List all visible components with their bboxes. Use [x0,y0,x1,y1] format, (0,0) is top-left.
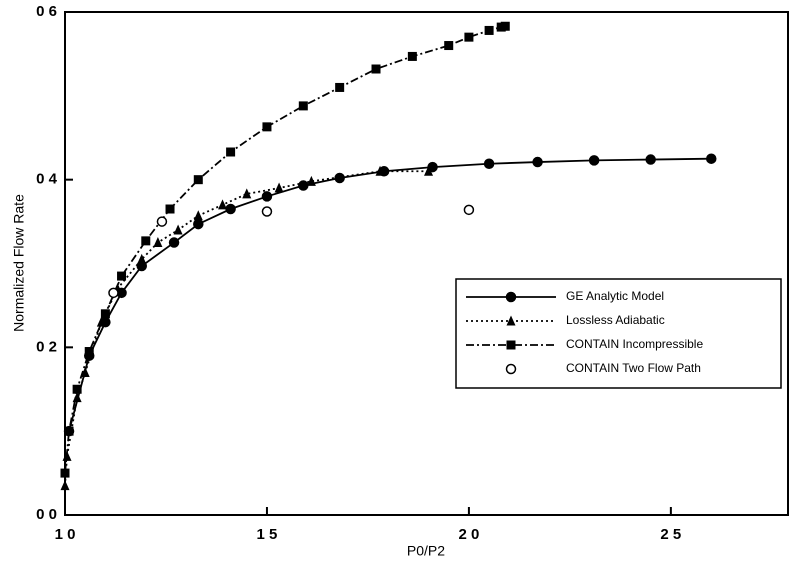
marker [137,253,147,264]
marker [165,204,175,214]
marker [141,236,151,246]
x-axis-label: P0/P2 [407,543,445,559]
marker [261,206,273,217]
marker [706,153,717,164]
marker [371,64,381,74]
legend: GE Analytic Model Lossless Adiabatic CONTA… [455,278,782,389]
marker [261,191,273,202]
marker [506,315,516,326]
y-tick-label: 0 4 [36,171,58,188]
marker [298,101,308,111]
marker [72,392,82,403]
marker [218,199,228,210]
marker [424,165,434,176]
legend-label: GE Analytic Model [566,289,664,303]
y-tick-label: 0 2 [36,338,57,355]
marker [500,21,510,31]
marker [60,468,70,478]
series-line [68,157,712,432]
marker [60,480,70,491]
marker [463,204,475,216]
marker [153,237,163,248]
x-tick-label: 2 0 [458,526,479,543]
y-axis-label: Normalized Flow Rate [11,194,27,332]
marker [407,51,417,61]
x-tick-label: 2 5 [660,526,681,543]
marker [505,363,517,375]
marker [505,291,517,303]
marker [168,237,180,248]
marker [444,41,454,51]
marker [80,366,90,377]
marker [117,271,127,281]
y-tick-label: 0 0 [36,506,57,523]
marker [64,426,74,436]
marker [156,216,168,227]
marker [334,172,345,184]
marker [193,175,203,185]
marker [262,122,272,132]
plot-frame [64,11,789,516]
marker [588,155,600,166]
marker [506,340,516,350]
marker [108,287,119,299]
marker [173,224,183,235]
marker [464,32,474,42]
marker [306,175,316,186]
marker [645,154,656,165]
marker [193,218,204,230]
series-line [64,25,506,474]
x-tick-label: 1 0 [55,526,76,543]
marker [274,182,284,193]
marker [193,210,203,221]
marker [532,156,543,168]
marker [375,165,385,176]
marker [335,82,345,92]
marker [242,188,252,199]
legend-label: Lossless Adiabatic [566,313,665,327]
x-tick-label: 1 5 [257,526,278,543]
y-tick-label: 0 6 [36,3,57,20]
marker [84,347,94,357]
legend-label: CONTAIN Incompressible [566,337,703,351]
marker [483,158,495,169]
marker [72,384,82,394]
marker [225,203,236,215]
series-line [64,170,429,486]
marker [226,147,236,157]
marker [484,25,494,35]
legend-label: CONTAIN Two Flow Path [566,361,701,375]
marker [100,309,110,319]
